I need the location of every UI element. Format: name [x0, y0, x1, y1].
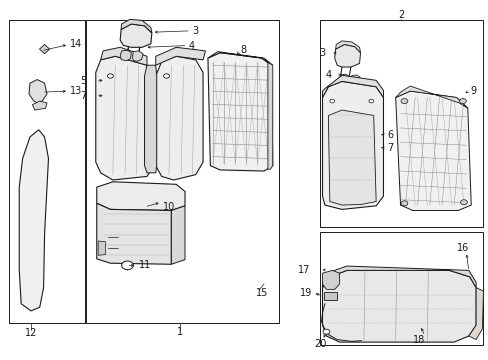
Text: 13: 13 [70, 86, 82, 96]
Text: 5: 5 [80, 76, 86, 86]
Polygon shape [97, 203, 171, 264]
Text: 9: 9 [469, 86, 475, 96]
Polygon shape [120, 50, 131, 60]
Circle shape [459, 99, 466, 104]
Circle shape [460, 200, 467, 205]
Polygon shape [339, 74, 348, 82]
Polygon shape [324, 292, 336, 300]
Polygon shape [121, 19, 152, 33]
Polygon shape [120, 24, 152, 47]
Circle shape [323, 329, 329, 334]
Polygon shape [207, 53, 272, 171]
Polygon shape [322, 75, 383, 98]
Polygon shape [322, 266, 475, 288]
Text: 3: 3 [318, 48, 325, 58]
Polygon shape [267, 62, 272, 169]
Polygon shape [97, 182, 184, 211]
Text: 1: 1 [177, 327, 183, 337]
Polygon shape [322, 270, 339, 289]
Circle shape [122, 261, 133, 270]
Text: 14: 14 [70, 40, 82, 49]
Polygon shape [395, 86, 467, 108]
Bar [86, 21, 278, 323]
Text: 12: 12 [25, 328, 38, 338]
Text: 6: 6 [386, 130, 392, 140]
Polygon shape [96, 56, 154, 180]
Text: 4: 4 [188, 41, 195, 50]
Polygon shape [156, 56, 203, 180]
Polygon shape [468, 288, 483, 339]
Circle shape [400, 99, 407, 104]
Text: 18: 18 [412, 334, 425, 345]
Text: 3: 3 [192, 26, 198, 36]
Polygon shape [395, 91, 470, 211]
Text: 7: 7 [80, 91, 86, 101]
Bar [320, 21, 483, 226]
Text: 10: 10 [163, 202, 175, 212]
Polygon shape [207, 51, 272, 65]
Polygon shape [29, 80, 47, 103]
Polygon shape [328, 110, 375, 205]
Polygon shape [322, 270, 475, 342]
Polygon shape [335, 41, 360, 53]
Text: 7: 7 [386, 143, 392, 153]
Text: 11: 11 [139, 260, 151, 270]
Polygon shape [144, 65, 157, 173]
Polygon shape [98, 241, 105, 255]
Polygon shape [334, 44, 360, 67]
Bar [320, 232, 483, 345]
Polygon shape [19, 130, 48, 311]
Bar [9, 21, 84, 323]
Text: 8: 8 [240, 45, 246, 55]
Circle shape [329, 99, 334, 103]
Polygon shape [132, 51, 143, 61]
Polygon shape [171, 206, 184, 264]
Polygon shape [322, 81, 383, 210]
Polygon shape [40, 44, 50, 54]
Text: 20: 20 [313, 339, 325, 349]
Text: 4: 4 [325, 70, 330, 80]
Polygon shape [101, 47, 147, 65]
Polygon shape [156, 47, 205, 65]
Text: 15: 15 [255, 288, 267, 298]
Circle shape [368, 99, 373, 103]
Text: 16: 16 [456, 243, 468, 253]
Text: 2: 2 [397, 10, 404, 20]
Circle shape [107, 74, 113, 78]
Text: 17: 17 [297, 265, 310, 275]
Polygon shape [349, 75, 359, 83]
Circle shape [400, 201, 407, 206]
Text: 19: 19 [299, 288, 311, 298]
Circle shape [163, 74, 169, 78]
Polygon shape [32, 101, 47, 110]
